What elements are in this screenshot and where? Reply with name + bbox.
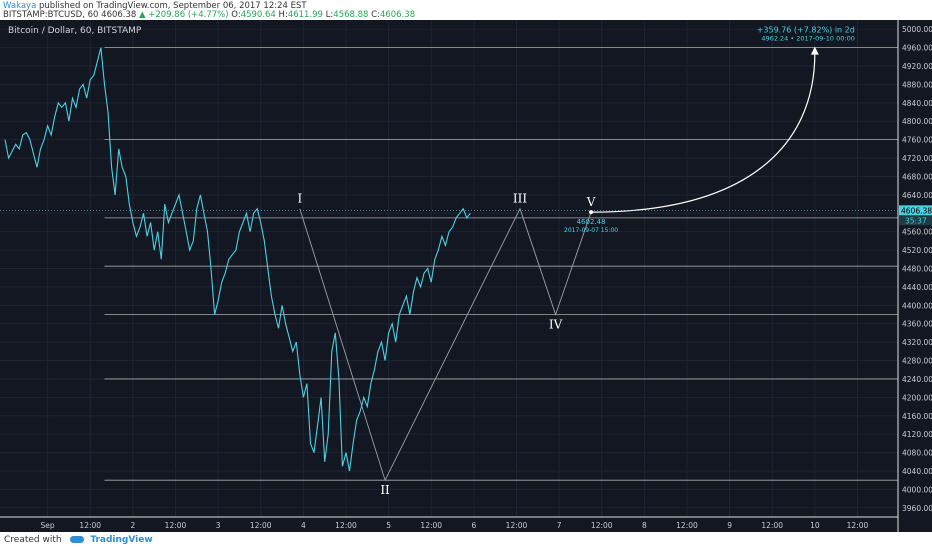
projection-start-date: 2017-09-07 15:00 [564, 227, 618, 234]
high-value: 4611.99 [287, 10, 323, 20]
y-tick-label: 4760.00 [902, 136, 932, 145]
y-tick-label: 4920.00 [902, 62, 932, 71]
x-tick-label: 12:00 [847, 521, 869, 530]
last-price-tag [899, 205, 932, 216]
change-value: ▲ +209.86 (+4.77%) [139, 10, 229, 20]
x-tick-label: 7 [557, 521, 562, 530]
x-tick-label: 12:00 [676, 521, 698, 530]
high-label: H: [278, 10, 288, 20]
wave-label: III [513, 192, 527, 206]
y-tick-label: 4320.00 [902, 338, 932, 347]
footer-text: Created with TradingView [4, 535, 153, 545]
x-tick-label: 12:00 [250, 521, 272, 530]
x-tick-label: 2 [130, 521, 135, 530]
projection-change-label: +359.76 (+7.82%) in 2d [757, 26, 855, 35]
y-tick-label: 4160.00 [902, 412, 932, 421]
y-tick-label: 4120.00 [902, 430, 932, 439]
projection-start-price: 4602.48 [577, 218, 606, 226]
symbol-line: BITSTAMP:BTCUSD, 60 [3, 10, 99, 20]
low-label: L: [325, 10, 334, 20]
y-tick-label: 4560.00 [902, 228, 932, 237]
x-tick-label: 12:00 [591, 521, 613, 530]
symbol-title: Bitcoin / Dollar, 60, BITSTAMP [8, 26, 142, 36]
tradingview-brand[interactable]: TradingView [90, 535, 153, 545]
y-tick-label: 4800.00 [902, 117, 932, 126]
y-tick-label: 4280.00 [902, 357, 932, 366]
chart-area[interactable]: 3960.00 4000.00 4040.00 4080.00 4120.00 4160.… [0, 20, 932, 532]
wave-label: IV [549, 318, 563, 332]
publish-info: Wakaya published on TradingView.com, Sep… [3, 1, 307, 11]
header-bar: Wakaya published on TradingView.com, Sep… [0, 0, 932, 20]
y-tick-label: 4680.00 [902, 172, 932, 181]
projection-start-dot [589, 210, 594, 215]
x-tick-label: 8 [642, 521, 647, 530]
y-tick-label: 4440.00 [902, 283, 932, 292]
close-label: C: [371, 10, 380, 20]
last-price-tag-text: 4606.38 [901, 206, 932, 215]
author-link[interactable]: Wakaya [3, 1, 37, 11]
x-tick-label: 12:00 [165, 521, 187, 530]
x-tick-label: Sep [41, 521, 55, 530]
projection-arrow-icon [810, 46, 819, 55]
y-tick-label: 4400.00 [902, 301, 932, 310]
x-tick-label: 12:00 [420, 521, 442, 530]
wave-path [299, 207, 592, 482]
open-value: 4590.64 [240, 10, 276, 20]
tradingview-logo-icon [70, 536, 85, 543]
y-tick-label: 4480.00 [902, 265, 932, 274]
x-tick-label: 4 [301, 521, 306, 530]
y-tick-label: 4200.00 [902, 393, 932, 402]
x-tick-label: 12:00 [79, 521, 101, 530]
x-tick-label: 12:00 [761, 521, 783, 530]
y-tick-label: 4720.00 [902, 154, 932, 163]
y-tick-label: 4080.00 [902, 449, 932, 458]
symbol-ohlc: BITSTAMP:BTCUSD, 60 4606.38 ▲ +209.86 (+… [3, 10, 415, 20]
created-with-label: Created with [4, 535, 62, 545]
x-tick-label: 6 [471, 521, 476, 530]
open-label: O: [231, 10, 241, 20]
countdown-tag-text: 35:37 [905, 216, 927, 225]
wave-label: II [380, 483, 390, 497]
y-tick-label: 4880.00 [902, 80, 932, 89]
y-tick-label: 4040.00 [902, 467, 932, 476]
y-tick-label: 4840.00 [902, 99, 932, 108]
y-tick-label: 4640.00 [902, 191, 932, 200]
y-tick-label: 4960.00 [902, 44, 932, 53]
x-tick-label: 12:00 [335, 521, 357, 530]
wave-label: I [297, 192, 302, 206]
footer-bar: Created with TradingView [0, 532, 932, 550]
y-tick-label: 4360.00 [902, 320, 932, 329]
projection-curve [591, 52, 816, 213]
y-tick-label: 5000.00 [902, 25, 932, 34]
wave-label: V [586, 195, 596, 209]
close-value: 4606.38 [379, 10, 416, 20]
x-tick-label: 10 [810, 521, 820, 530]
projection-end-label: 4962.24 • 2017-09-10 00:00 [761, 35, 854, 43]
price-chart[interactable]: 3960.00 4000.00 4040.00 4080.00 4120.00 4160.… [0, 20, 932, 532]
x-tick-label: 12:00 [506, 521, 528, 530]
countdown-tag [899, 215, 932, 226]
low-value: 4568.88 [333, 10, 369, 20]
last-price: 4606.38 [101, 10, 137, 20]
x-tick-label: 3 [216, 521, 221, 530]
y-tick-label: 4520.00 [902, 246, 932, 255]
price-series-line [4, 47, 471, 472]
x-tick-label: 9 [727, 521, 732, 530]
y-tick-label: 4000.00 [902, 485, 932, 494]
published-text: published on TradingView.com, September … [39, 1, 307, 11]
x-tick-label: 5 [386, 521, 391, 530]
y-tick-label: 3960.00 [902, 504, 932, 513]
y-tick-label: 4240.00 [902, 375, 932, 384]
